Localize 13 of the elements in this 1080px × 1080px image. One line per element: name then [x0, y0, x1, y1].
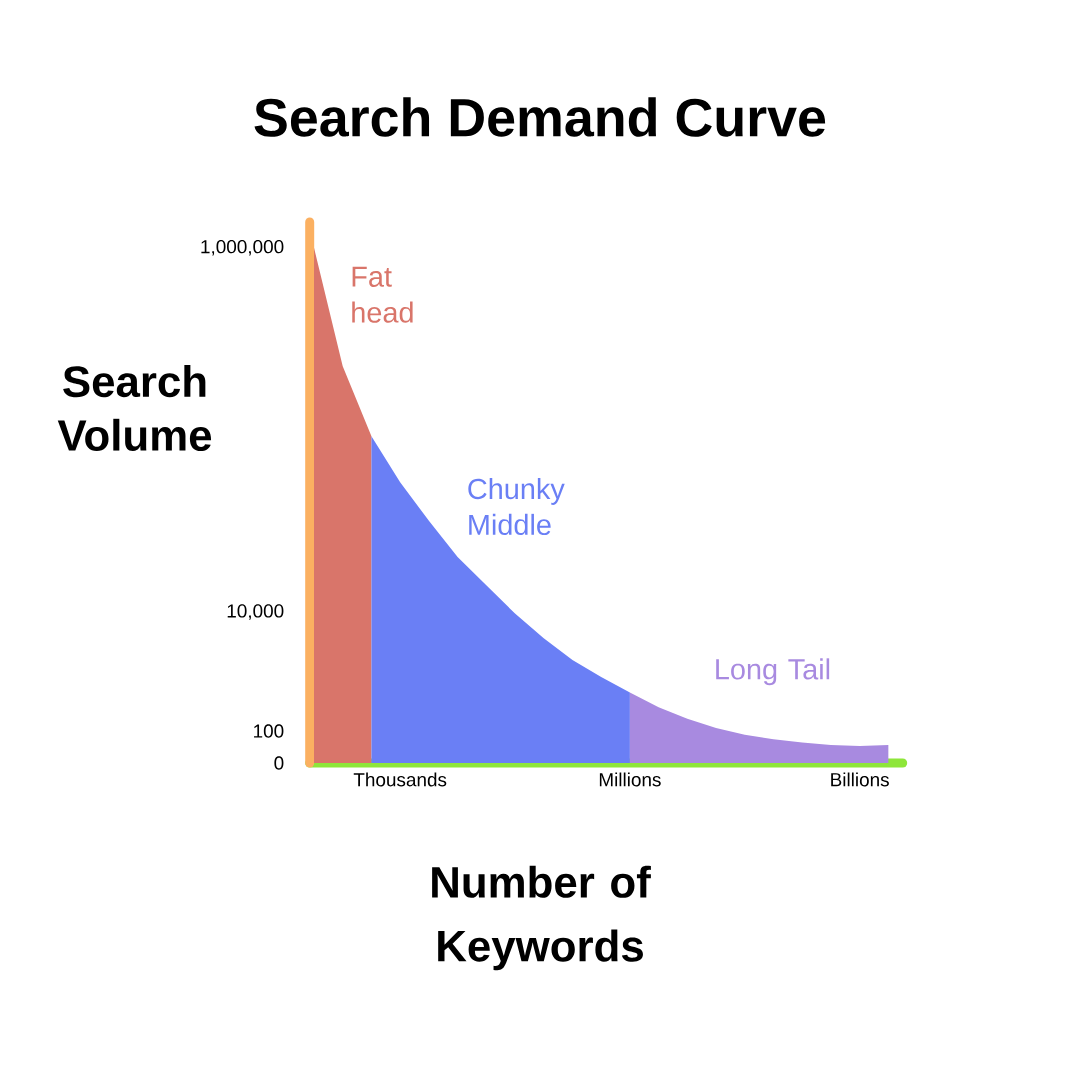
x-axis-title: Number of Keywords: [432, 865, 651, 971]
series-label: Chunky Middle: [468, 477, 565, 536]
x-tick-label: Billions: [831, 772, 889, 787]
x-tick-label: Thousands: [353, 772, 447, 787]
series-label: Long Tail: [716, 658, 830, 686]
chart-title: Search Demand Curve: [254, 97, 826, 137]
x-tick-label: Millions: [599, 772, 661, 787]
text: 100: [254, 724, 284, 738]
text: 0: [274, 756, 284, 770]
text: 10,000: [227, 604, 284, 620]
text: 1,000,000: [201, 239, 284, 256]
y-axis-title: Search Volume: [57, 365, 212, 451]
series-label: Fat head: [352, 266, 413, 323]
